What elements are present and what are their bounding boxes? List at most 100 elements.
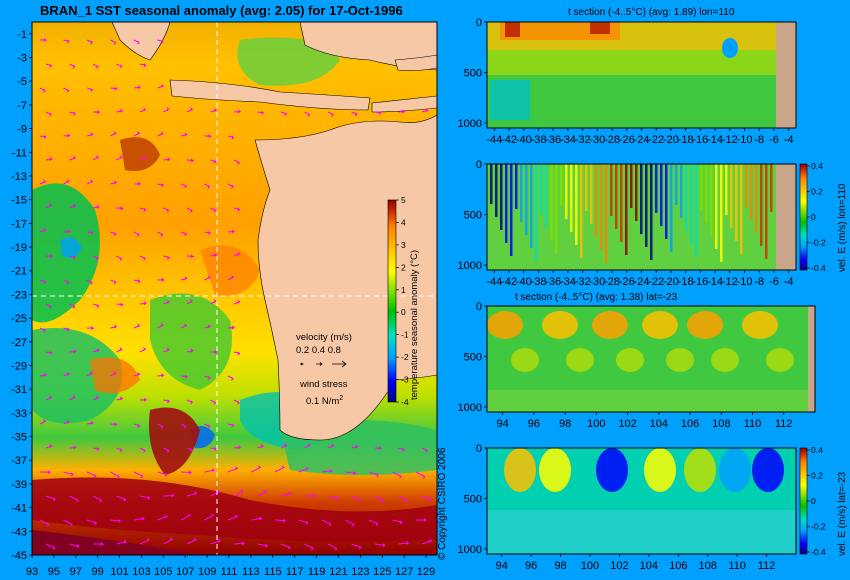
p2-x-tick-label: -6 [769, 276, 779, 288]
p3-x-tick-label: 110 [744, 418, 762, 430]
velocity-arrow [345, 519, 355, 527]
velocity-arrow [227, 275, 235, 281]
p3-x-tick-label: 96 [528, 418, 540, 430]
panel2-stripe [570, 164, 573, 232]
velocity-arrow [63, 279, 70, 285]
map-colorbar-tick-label: 5 [401, 195, 406, 205]
p1-x-tick-label: -12 [722, 134, 738, 146]
map-x-tick-label: 109 [198, 566, 216, 578]
velocity-arrow [351, 111, 358, 117]
panel4-colorbar-ticks: 0.4 0.2 0 -0.2 -0.4 [807, 445, 826, 557]
velocity-arrow [368, 471, 379, 478]
velocity-arrow [204, 324, 212, 329]
velocity-arrow [204, 275, 211, 281]
panel2-stripe [655, 164, 658, 213]
map-y-tick-label: -35 [11, 432, 27, 444]
velocity-arrow [210, 108, 218, 113]
velocity-arrow [233, 445, 242, 450]
wind-legend-scale: 0.1 N/m2 [306, 395, 343, 407]
velocity-arrow [110, 324, 118, 329]
velocity-arrow [86, 179, 94, 185]
map-y-axis: -1 -3 -5 -7 -9 -11 -13 -15 -17 -19 -21 -23 -25 -27 -29… [11, 29, 32, 562]
map-x-tick-label: 113 [242, 566, 260, 578]
velocity-arrow [110, 180, 118, 185]
velocity-arrow [186, 299, 194, 305]
map-y-tick-label: -25 [11, 313, 27, 325]
velocity-arrow [92, 255, 99, 261]
velocity-arrow [63, 419, 71, 425]
velocity-arrow [133, 181, 142, 186]
velocity-arrow [157, 277, 165, 282]
panel2-stripe [700, 164, 703, 210]
map-x-tick-label: 129 [417, 566, 435, 578]
velocity-arrow [157, 471, 168, 477]
panel2-stripe [560, 164, 563, 206]
panel4-velocity-cell [684, 448, 716, 492]
p2-x-tick-label: -36 [545, 276, 561, 288]
panel2-stripe [730, 164, 733, 228]
panel3-land [808, 306, 815, 412]
velocity-arrow [39, 87, 46, 93]
map-x-tick-label: 119 [308, 566, 326, 578]
panel1-x-axis: -44-42-40-38-36-34-32-30-28-26-24-22-20-… [486, 128, 794, 146]
velocity-arrow [304, 443, 311, 449]
panel3-warm-cell [592, 311, 628, 339]
velocity-arrow [63, 229, 71, 234]
panel1-cyan-blob [490, 80, 530, 120]
map-colorbar-ticks: 5 4 3 2 1 0 -1 -2 -3 -4 [396, 195, 409, 407]
p3-y-tick-label: 500 [464, 351, 482, 363]
velocity-arrow [69, 395, 76, 401]
velocity-arrow [45, 351, 53, 355]
velocity-arrow [421, 495, 432, 501]
velocity-arrow [39, 327, 46, 333]
velocity-arrow [227, 135, 235, 140]
velocity-arrow [233, 207, 241, 212]
velocity-arrow [69, 303, 76, 309]
velocity-arrow [63, 87, 70, 93]
velocity-arrow [210, 489, 221, 497]
velocity-arrow [210, 539, 222, 545]
panel2-stripe [760, 164, 763, 246]
velocity-arrow [86, 39, 93, 45]
velocity-arrow [86, 371, 94, 377]
velocity-arrow [392, 471, 402, 479]
velocity-arrow [398, 109, 406, 114]
p4-cbticks-tick-label: 0.2 [811, 471, 823, 481]
velocity-arrow [45, 203, 53, 209]
panel1-y-axis: 0 500 1000 [458, 17, 487, 130]
velocity-arrow [163, 300, 171, 305]
velocity-legend-arrows [300, 360, 347, 368]
p4-x-tick-label: 106 [669, 560, 687, 572]
velocity-arrow [86, 279, 93, 285]
velocity-arrow [351, 444, 359, 449]
velocity-arrow [45, 63, 52, 68]
map-y-tick-label: -29 [11, 360, 27, 372]
velocity-arrow [210, 447, 217, 451]
velocity-arrow [92, 63, 99, 69]
map-y-tick-label: -15 [11, 195, 27, 207]
panel3-warm-cell [487, 311, 523, 339]
velocity-arrow [86, 231, 94, 235]
velocity-arrow [157, 183, 164, 188]
panel3-warm-cell [687, 311, 723, 339]
panel2-x-axis: -44-42-40-38-36-34-32-30-28-26-24-22-20-… [486, 270, 794, 288]
panel2-stripe [695, 164, 698, 257]
map-x-tick-label: 127 [395, 566, 413, 578]
sst-patch-green-west2 [32, 328, 122, 424]
panel3-warm-cell [542, 311, 578, 339]
map-colorbar-tick-label: 1 [401, 285, 406, 295]
velocity-vectors [39, 38, 433, 551]
p2-y-tick-label: 0 [476, 159, 482, 171]
p4-x-tick-label: 98 [554, 560, 566, 572]
p1-x-tick-label: -20 [663, 134, 679, 146]
p3-x-tick-label: 102 [618, 418, 636, 430]
map-colorbar-tick-label: -2 [401, 352, 409, 362]
p4-y-tick-label: 0 [476, 443, 482, 455]
map-y-tick-label: -45 [11, 550, 27, 562]
map-y-tick-label: -11 [12, 147, 27, 159]
panel2-stripe [750, 164, 753, 220]
panel2-stripe [575, 164, 578, 245]
velocity-arrow [304, 543, 314, 551]
land-timor [394, 54, 437, 71]
panel3-y-axis: 0 500 1000 [458, 301, 487, 414]
